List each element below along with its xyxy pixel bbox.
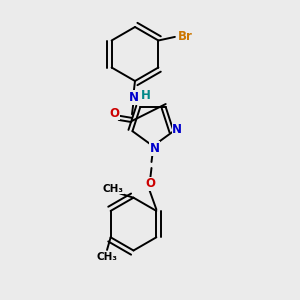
Text: CH₃: CH₃ bbox=[102, 184, 123, 194]
Text: CH₃: CH₃ bbox=[97, 252, 118, 262]
Text: O: O bbox=[145, 177, 155, 190]
Text: O: O bbox=[109, 107, 119, 120]
Text: N: N bbox=[149, 142, 160, 155]
Text: N: N bbox=[172, 123, 182, 136]
Text: Br: Br bbox=[178, 30, 193, 43]
Text: N: N bbox=[128, 91, 139, 104]
Text: H: H bbox=[141, 88, 151, 102]
